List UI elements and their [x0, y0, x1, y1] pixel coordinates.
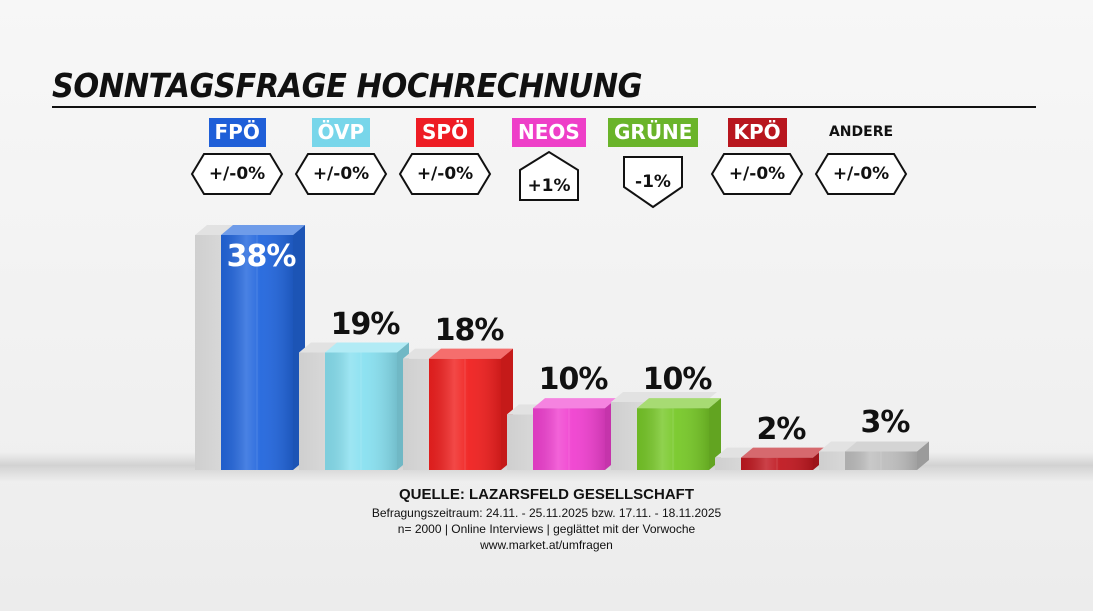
party-label-fpö: FPÖ — [208, 118, 266, 147]
change-badge-outline-kpö — [710, 153, 804, 195]
survey-period: Befragungszeitraum: 24.11. - 25.11.2025 … — [371, 506, 722, 520]
change-badge-outline-grüne — [623, 156, 683, 209]
method-note: n= 2000 | Online Interviews | geglättet … — [397, 522, 696, 536]
title-rule — [52, 106, 1036, 108]
chart-title: SONNTAGSFRAGE HOCHRECHNUNG — [52, 66, 643, 105]
footer: QUELLE: LAZARSFELD GESELLSCHAFT Befragun… — [0, 485, 1093, 553]
source-url: www.market.at/umfragen — [480, 538, 613, 552]
party-label-kpö: KPÖ — [727, 118, 787, 147]
party-label-övp: ÖVP — [311, 118, 371, 147]
bar-neos — [507, 398, 617, 470]
bar-side-andere — [917, 441, 929, 470]
value-label-andere: 3% — [860, 405, 911, 441]
change-badge-övp: +/-0% — [294, 152, 388, 196]
bar-kpö — [715, 447, 825, 470]
value-label-övp: 19% — [330, 306, 401, 342]
change-badge-spö: +/-0% — [398, 152, 492, 196]
bar-top-andere — [845, 441, 929, 452]
bar-grüne — [611, 391, 721, 470]
change-value-kpö: +/-0% — [728, 164, 786, 184]
change-badge-shape-spö — [398, 153, 492, 195]
party-label-spö: SPÖ — [416, 118, 475, 147]
source-text: QUELLE: LAZARSFELD GESELLSCHAFT — [399, 486, 694, 503]
change-badge-outline-övp — [294, 153, 388, 195]
bar-top-neos — [533, 398, 617, 409]
party-label-neos: NEOS — [512, 118, 586, 147]
bar-andere — [819, 441, 929, 470]
value-label-fpö: 38% — [226, 239, 297, 274]
change-badge-neos: +1% — [518, 150, 580, 202]
change-badge-fpö: +/-0% — [190, 152, 284, 196]
value-label-spö: 18% — [434, 312, 505, 348]
change-value-fpö: +/-0% — [208, 164, 266, 184]
bar-top-spö — [429, 348, 513, 359]
bar-side-grüne — [709, 398, 721, 470]
change-value-andere: +/-0% — [832, 164, 890, 184]
change-badge-shape-fpö — [190, 153, 284, 195]
change-value-spö: +/-0% — [416, 164, 474, 184]
bar-spö — [403, 348, 513, 470]
party-label-andere: ANDERE — [828, 124, 894, 140]
change-badge-outline-neos — [519, 150, 579, 201]
bar-top-fpö — [221, 225, 305, 235]
change-badge-outline-andere — [814, 153, 908, 195]
change-badge-andere: +/-0% — [814, 152, 908, 196]
change-badge-kpö: +/-0% — [710, 152, 804, 196]
change-badge-shape-andere — [814, 153, 908, 195]
bar-övp — [299, 342, 409, 470]
change-value-grüne: -1% — [635, 172, 671, 192]
party-label-grüne: GRÜNE — [608, 118, 699, 147]
change-badge-shape-neos — [519, 150, 579, 201]
bar-top-kpö — [741, 447, 825, 458]
change-badge-outline-fpö — [190, 153, 284, 195]
change-badge-shape-grüne — [623, 156, 683, 209]
change-badge-outline-spö — [398, 153, 492, 195]
value-label-neos: 10% — [538, 362, 609, 398]
bar-top-grüne — [637, 398, 721, 409]
bar-top-övp — [325, 342, 409, 353]
change-badge-shape-övp — [294, 153, 388, 195]
value-label-grüne: 10% — [642, 362, 713, 398]
value-label-kpö: 2% — [756, 411, 807, 447]
change-badge-shape-kpö — [710, 153, 804, 195]
change-badge-grüne: -1% — [622, 155, 684, 209]
change-value-övp: +/-0% — [312, 164, 370, 184]
change-value-neos: +1% — [527, 176, 571, 196]
bar-fpö — [195, 225, 305, 470]
